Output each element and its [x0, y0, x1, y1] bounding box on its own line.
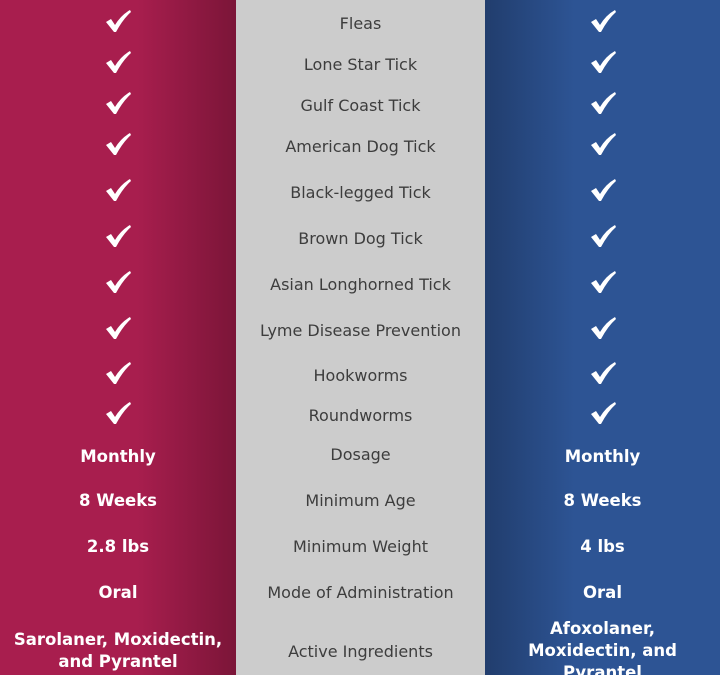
check-icon — [485, 401, 720, 431]
check-icon — [485, 132, 720, 162]
feature-label: Lyme Disease Prevention — [260, 321, 461, 340]
right-value: Monthly — [564, 447, 641, 466]
feature-label: Black-legged Tick — [290, 183, 431, 202]
feature-label: Hookworms — [313, 366, 408, 385]
right-value: 8 Weeks — [563, 491, 642, 510]
feature-label: Gulf Coast Tick — [300, 96, 421, 115]
feature-label: Fleas — [339, 14, 382, 33]
check-icon — [485, 361, 720, 391]
right-value: 4 lbs — [580, 537, 625, 556]
check-icon — [485, 316, 720, 346]
check-icon — [485, 91, 720, 121]
feature-label: Asian Longhorned Tick — [270, 275, 451, 294]
right-value: Oral — [583, 583, 622, 602]
check-icon — [0, 50, 236, 80]
check-icon — [0, 401, 236, 431]
feature-label: Brown Dog Tick — [298, 229, 423, 248]
left-value: Oral — [98, 583, 138, 602]
right-product-column: Monthly 8 Weeks 4 lbs Oral Afoxolaner, Moxid… — [485, 0, 720, 682]
feature-label: American Dog Tick — [285, 137, 436, 156]
check-icon — [485, 50, 720, 80]
left-value: Monthly — [80, 447, 156, 466]
feature-label: Active Ingredients — [288, 642, 433, 661]
feature-label: Minimum Age — [305, 491, 416, 510]
feature-label: Roundworms — [308, 406, 413, 425]
check-icon — [0, 178, 236, 208]
feature-label: Mode of Administration — [267, 583, 454, 602]
feature-label: Minimum Weight — [293, 537, 428, 556]
left-value: 2.8 lbs — [86, 537, 150, 556]
check-icon — [485, 224, 720, 254]
check-icon — [0, 91, 236, 121]
check-icon — [0, 316, 236, 346]
check-icon — [0, 9, 236, 39]
left-value: Sarolaner, Moxidectin, and Pyrantel — [13, 630, 223, 671]
check-icon — [0, 224, 236, 254]
feature-label: Dosage — [330, 445, 391, 464]
left-product-column: Monthly 8 Weeks 2.8 lbs Oral Sarolaner, Moxi… — [0, 0, 236, 675]
check-icon — [0, 361, 236, 391]
right-value: Afoxolaner, Moxidectin, and Pyrantel — [528, 619, 677, 682]
check-icon — [0, 270, 236, 300]
check-icon — [485, 178, 720, 208]
check-icon — [485, 9, 720, 39]
check-icon — [485, 270, 720, 300]
check-icon — [0, 132, 236, 162]
left-value: 8 Weeks — [78, 491, 157, 510]
feature-label: Lone Star Tick — [303, 55, 418, 74]
feature-column: Fleas Lone Star Tick Gulf Coast Tick Americ… — [236, 0, 485, 675]
